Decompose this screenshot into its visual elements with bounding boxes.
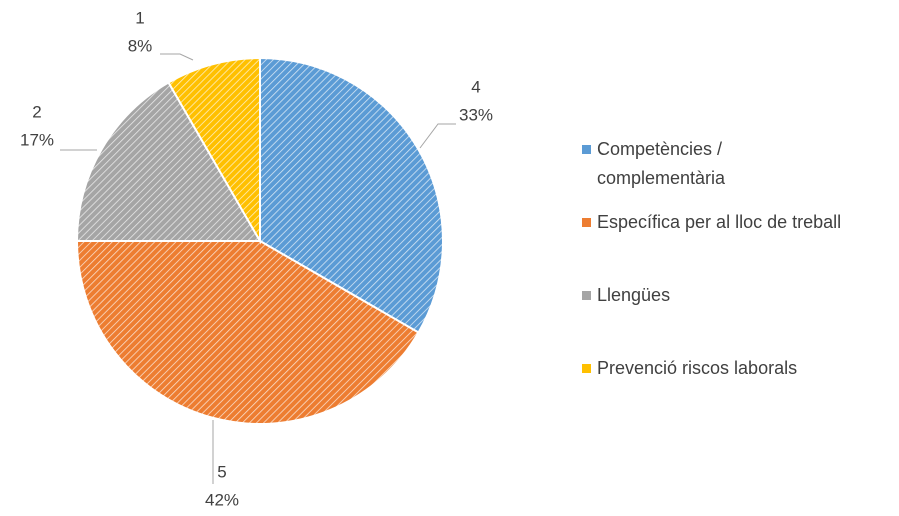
leader-line (419, 123, 456, 149)
data-label-percent: 8% (128, 36, 153, 55)
pie-slice (259, 56, 444, 334)
leader-line (160, 53, 194, 61)
legend: Competències / complementària Específica … (582, 135, 841, 427)
pie-slice (167, 56, 261, 245)
legend-swatch (582, 364, 591, 373)
legend-item: Llengües (582, 281, 841, 354)
legend-label: Competències / complementària (597, 139, 726, 188)
pie-slice (75, 81, 262, 242)
legend-swatch (582, 218, 591, 227)
data-label: 5 (217, 462, 226, 481)
legend-item: Prevenció riscos laborals (582, 354, 841, 427)
data-label-percent: 17% (20, 130, 54, 149)
data-label: 1 (135, 8, 144, 27)
pie-slice (75, 240, 420, 425)
legend-label: Prevenció riscos laborals (597, 358, 798, 378)
legend-item: Específica per al lloc de treball (582, 208, 841, 281)
legend-swatch (582, 291, 591, 300)
legend-item: Competències / complementària (582, 135, 841, 208)
legend-label: Llengües (597, 285, 671, 305)
legend-label: Específica per al lloc de treball (597, 212, 842, 232)
data-label-percent: 42% (205, 490, 239, 509)
data-label: 2 (32, 102, 41, 121)
data-label-percent: 33% (459, 105, 493, 124)
data-label: 4 (471, 77, 480, 96)
legend-swatch (582, 145, 591, 154)
